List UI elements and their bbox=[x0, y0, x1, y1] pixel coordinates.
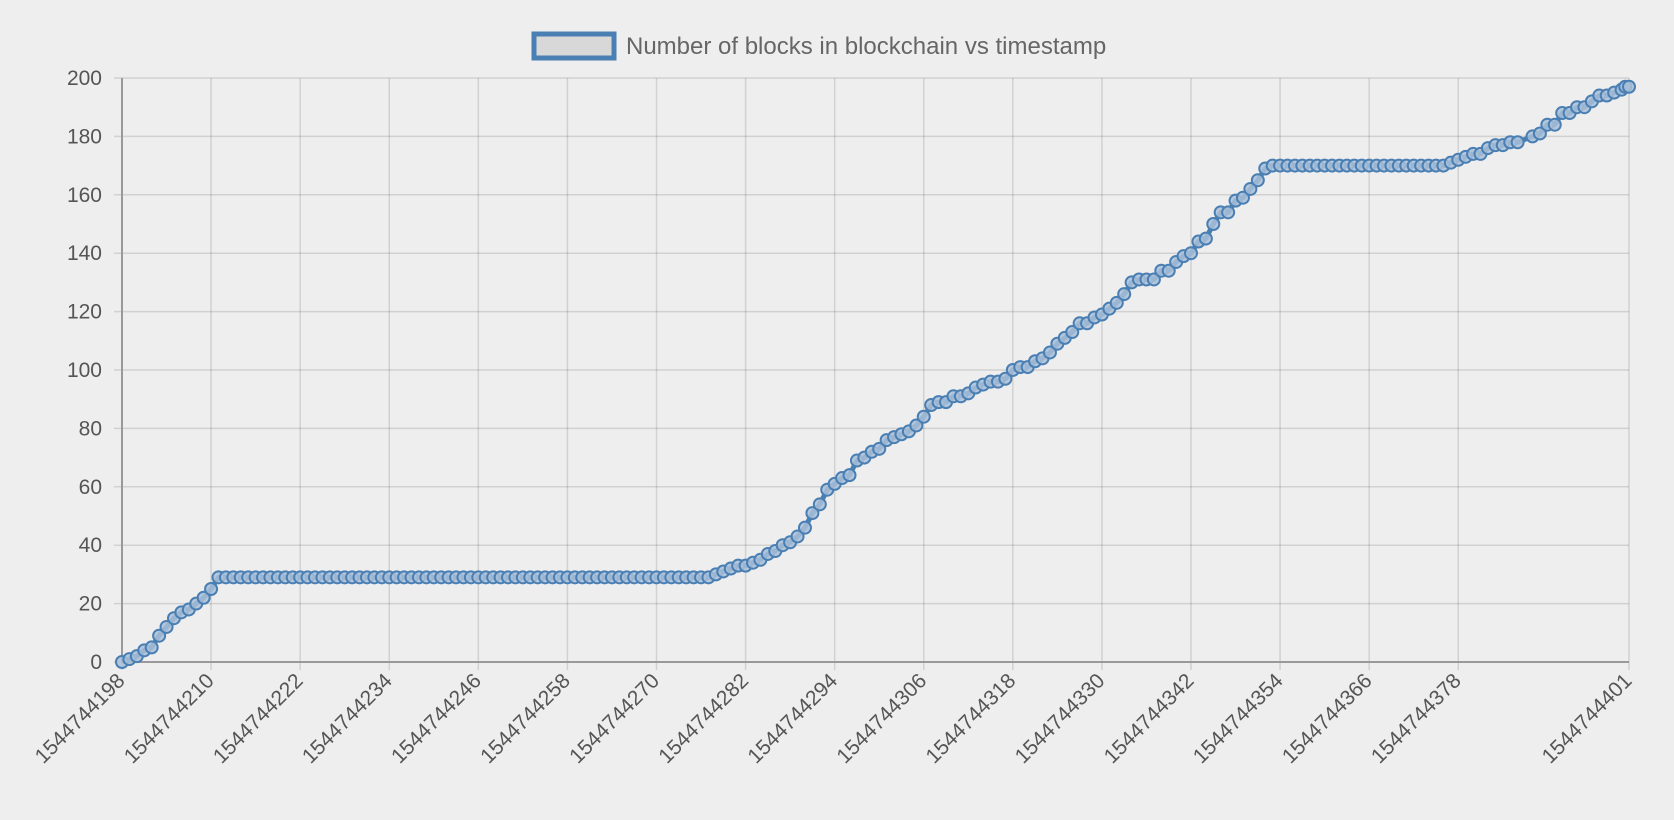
data-point[interactable] bbox=[909, 418, 924, 433]
x-tick-label: 1544744282 bbox=[654, 669, 753, 768]
x-tick-label: 1544744222 bbox=[209, 669, 308, 768]
y-tick-label: 160 bbox=[67, 184, 102, 207]
x-tick-label: 1544744246 bbox=[387, 669, 486, 768]
data-points bbox=[115, 79, 1636, 669]
data-point[interactable] bbox=[204, 582, 219, 596]
data-point[interactable] bbox=[159, 619, 174, 634]
y-tick-label: 60 bbox=[79, 476, 102, 499]
x-tick-label: 1544744318 bbox=[922, 669, 1021, 768]
data-point[interactable] bbox=[1221, 205, 1236, 220]
x-axis-ticks: 1544744198154474421015447442221544744234… bbox=[31, 669, 1637, 768]
x-tick-label: 1544744342 bbox=[1100, 669, 1199, 768]
data-point[interactable] bbox=[1184, 246, 1198, 261]
data-point[interactable] bbox=[1042, 345, 1057, 360]
data-point[interactable] bbox=[1198, 231, 1213, 246]
x-tick-label: 1544744294 bbox=[743, 669, 842, 768]
y-tick-label: 40 bbox=[79, 534, 102, 557]
data-point[interactable] bbox=[812, 497, 827, 512]
x-tick-label: 1544744270 bbox=[565, 669, 664, 768]
y-tick-label: 180 bbox=[67, 125, 102, 148]
y-axis-ticks: 0 20 40 60 80 100 120 140 160 180 200 bbox=[67, 67, 102, 674]
data-point[interactable] bbox=[1109, 295, 1124, 310]
y-tick-label: 140 bbox=[67, 242, 102, 265]
data-point[interactable] bbox=[1065, 325, 1080, 340]
x-tick-label: 1544744378 bbox=[1367, 669, 1466, 768]
legend-label[interactable]: Number of blocks in blockchain vs timest… bbox=[626, 33, 1106, 60]
data-point[interactable] bbox=[1622, 79, 1636, 94]
data-point[interactable] bbox=[1547, 117, 1562, 132]
y-tick-label: 20 bbox=[79, 593, 102, 616]
y-tick-label: 80 bbox=[79, 417, 102, 440]
data-point[interactable] bbox=[1250, 173, 1265, 188]
data-point[interactable] bbox=[1146, 272, 1161, 287]
x-tick-label: 1544744198 bbox=[31, 669, 130, 768]
legend-swatch[interactable] bbox=[531, 31, 617, 61]
x-tick-label: 1544744258 bbox=[476, 669, 575, 768]
data-point[interactable] bbox=[1117, 287, 1132, 302]
data-point[interactable] bbox=[872, 441, 887, 456]
data-point[interactable] bbox=[1235, 190, 1250, 205]
data-point[interactable] bbox=[1510, 135, 1525, 150]
data-point[interactable] bbox=[998, 371, 1013, 386]
data-point[interactable] bbox=[790, 529, 805, 544]
y-tick-label: 0 bbox=[90, 651, 102, 674]
x-tick-label: 1544744366 bbox=[1278, 669, 1377, 768]
x-tick-label: 1544744210 bbox=[120, 669, 219, 768]
data-point[interactable] bbox=[1532, 126, 1547, 141]
data-point[interactable] bbox=[1243, 181, 1258, 196]
axes bbox=[121, 78, 1629, 663]
y-tick-label: 120 bbox=[67, 301, 102, 324]
x-tick-label: 1544744234 bbox=[298, 669, 397, 768]
x-tick-label: 1544744401 bbox=[1538, 669, 1637, 768]
data-point[interactable] bbox=[797, 520, 812, 535]
data-point[interactable] bbox=[1206, 217, 1221, 231]
x-tick-label: 1544744354 bbox=[1189, 669, 1288, 768]
data-point[interactable] bbox=[916, 409, 931, 424]
y-tick-label: 200 bbox=[67, 67, 102, 90]
data-point[interactable] bbox=[805, 506, 820, 521]
legend[interactable]: Number of blocks in blockchain vs timest… bbox=[531, 31, 1106, 61]
data-point[interactable] bbox=[144, 640, 159, 655]
y-tick-label: 100 bbox=[67, 359, 102, 382]
data-point[interactable] bbox=[842, 468, 857, 483]
data-point[interactable] bbox=[152, 628, 167, 643]
x-tick-label: 1544744306 bbox=[832, 669, 931, 768]
data-point[interactable] bbox=[196, 590, 211, 605]
x-tick-label: 1544744330 bbox=[1011, 669, 1110, 768]
series-layer bbox=[115, 79, 1636, 669]
data-point[interactable] bbox=[1161, 263, 1176, 278]
